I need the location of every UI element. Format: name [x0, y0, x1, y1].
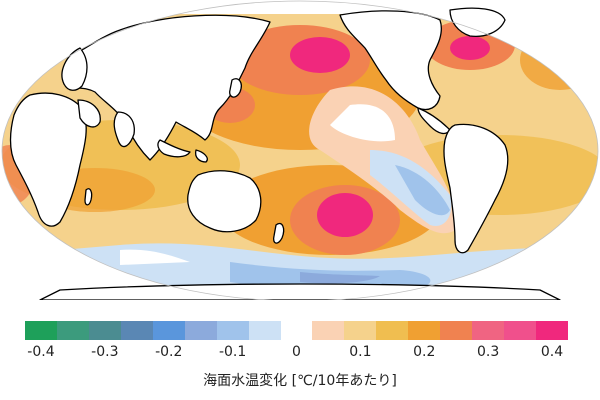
colorbar-swatch: [472, 321, 505, 340]
colorbar-ticks: -0.4 -0.3 -0.2 -0.1 0 0.1 0.2 0.3 0.4: [0, 344, 600, 364]
colorbar-swatch: [248, 321, 281, 340]
colorbar-swatch: [536, 321, 568, 340]
colorbar-swatch: [152, 321, 185, 340]
arabia-landmass: [77, 99, 101, 128]
colorbar-swatch: [120, 321, 153, 340]
greenland-landmass: [449, 7, 506, 38]
colorbar-tick-label: 0.3: [477, 344, 500, 360]
map-outline: [1, 0, 599, 300]
sst-trend-map: [1, 0, 599, 300]
colorbar-swatch: [25, 321, 57, 340]
central-america-landmass: [417, 107, 451, 135]
colorbar-swatch: [88, 321, 121, 340]
colorbar-tick-label: 0.2: [413, 344, 436, 360]
colorbar-tick-label: 0: [292, 344, 301, 360]
colorbar-swatch: [440, 321, 473, 340]
colorbar-swatch: [216, 321, 249, 340]
colorbar-tick-label: -0.2: [155, 344, 183, 360]
colorbar-tick-label: 0.1: [349, 344, 372, 360]
new-guinea-island: [194, 149, 208, 163]
colorbar-swatch: [376, 321, 409, 340]
australia-landmass: [187, 170, 262, 233]
colorbar-tick-label: -0.1: [218, 344, 247, 360]
colorbar-tick-label: -0.4: [27, 344, 55, 360]
antarctica-landmass: [39, 283, 561, 300]
new-zealand-islands: [272, 222, 285, 244]
europe-landmass: [61, 47, 88, 91]
colorbar-swatch: [184, 321, 217, 340]
colorbar-swatch: [408, 321, 441, 340]
south-america-landmass: [443, 123, 509, 254]
land-masses: [9, 7, 561, 300]
india-landmass: [113, 111, 135, 148]
colorbar-title: 海面水温変化 [℃/10年あたり]: [203, 373, 397, 389]
colorbar-swatch: [312, 321, 345, 340]
madagascar-island: [84, 188, 93, 206]
north-america-landmass: [339, 10, 442, 111]
colorbar-swatch: [344, 321, 377, 340]
indonesia-islands: [157, 139, 191, 158]
colorbar: [25, 321, 568, 340]
colorbar-tick-label: -0.3: [91, 344, 119, 360]
colorbar-swatch: [280, 321, 313, 340]
colorbar-swatch: [56, 321, 89, 340]
colorbar-tick-label: 0.4: [540, 344, 564, 360]
colorbar-swatch: [504, 321, 536, 340]
japan-islands: [229, 78, 242, 98]
